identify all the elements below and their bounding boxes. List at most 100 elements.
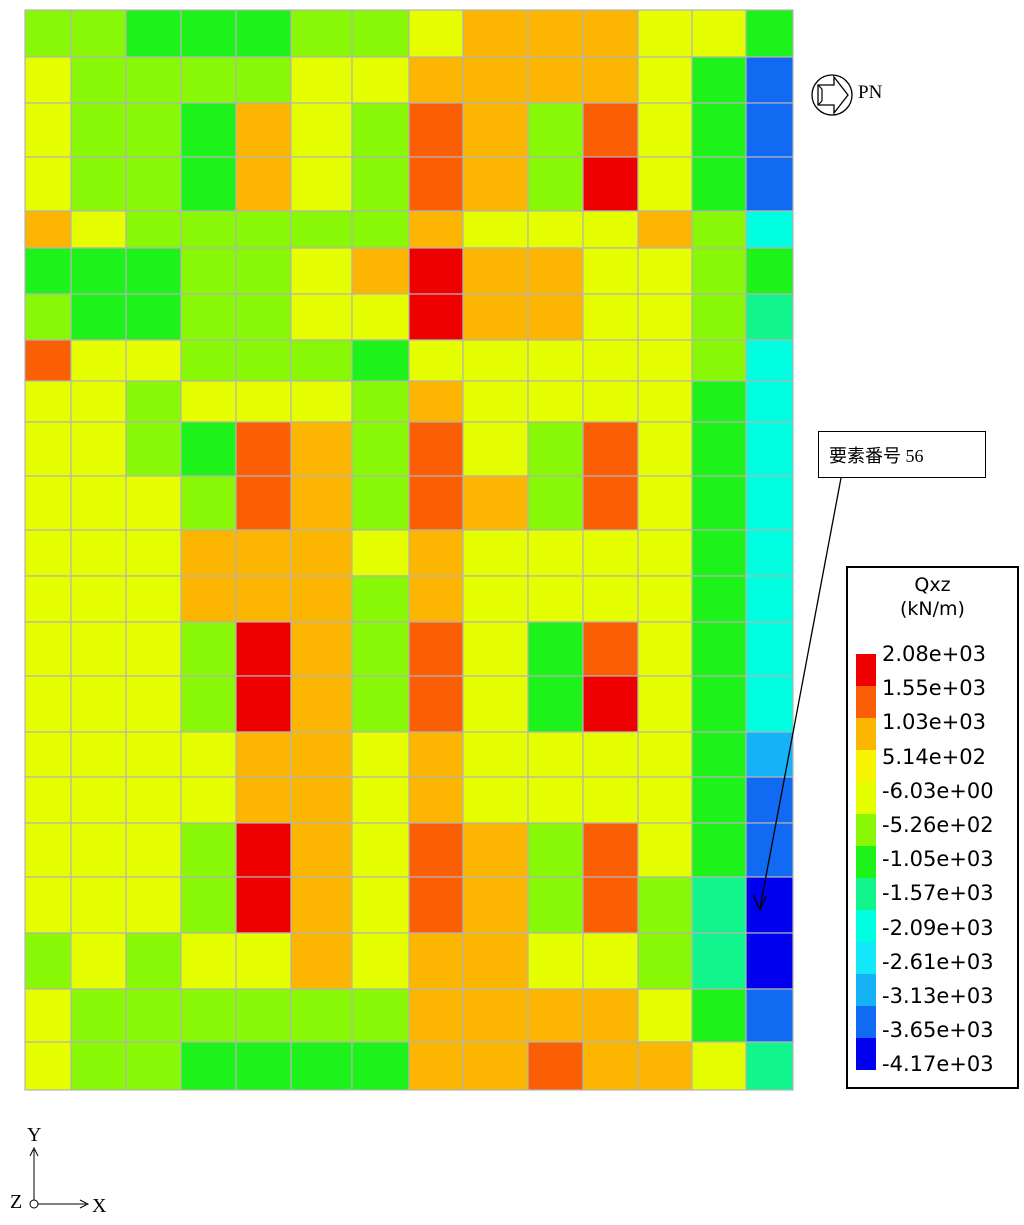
element-cell-r12-c5 (290, 575, 353, 623)
element-cell-r12-c8 (462, 575, 529, 623)
element-cell-r12-c0 (24, 575, 72, 623)
element-cell-r4-c8 (462, 210, 529, 249)
legend-unit: (kN/m) (900, 598, 965, 620)
element-cell-r6-c6 (351, 293, 410, 341)
element-cell-r9-c9 (527, 421, 584, 477)
element-cell-r16-c4 (235, 776, 292, 824)
legend-label-9: -2.61e+03 (882, 949, 994, 974)
legend-swatch-3 (856, 750, 876, 782)
element-cell-r19-c10 (582, 932, 639, 990)
element-cell-r10-c1 (70, 475, 127, 531)
element-cell-r18-c2 (125, 876, 182, 934)
element-cell-r21-c0 (24, 1041, 72, 1091)
element-cell-r1-c9 (527, 56, 584, 104)
element-cell-r8-c11 (637, 380, 693, 423)
element-cell-r6-c5 (290, 293, 353, 341)
element-cell-r11-c6 (351, 529, 410, 577)
element-cell-r16-c5 (290, 776, 353, 824)
element-cell-r0-c8 (462, 9, 529, 58)
element-cell-r12-c4 (235, 575, 292, 623)
element-cell-r14-c2 (125, 675, 182, 733)
element-cell-r2-c9 (527, 102, 584, 158)
element-cell-r11-c0 (24, 529, 72, 577)
element-cell-r12-c7 (408, 575, 464, 623)
element-cell-r8-c1 (70, 380, 127, 423)
element-cell-r14-c12 (691, 675, 747, 733)
element-cell-r14-c8 (462, 675, 529, 733)
element-cell-r7-c10 (582, 339, 639, 382)
element-cell-r20-c10 (582, 988, 639, 1043)
legend-swatch-8 (856, 910, 876, 942)
element-cell-r0-c9 (527, 9, 584, 58)
element-cell-r17-c11 (637, 822, 693, 878)
element-cell-r18-c5 (290, 876, 353, 934)
element-cell-r17-c6 (351, 822, 410, 878)
element-callout-box: 要素番号 56 (818, 431, 986, 478)
element-cell-r5-c3 (180, 247, 237, 295)
element-cell-r4-c10 (582, 210, 639, 249)
element-cell-r3-c4 (235, 156, 292, 212)
element-cell-r19-c5 (290, 932, 353, 990)
element-cell-r2-c5 (290, 102, 353, 158)
element-cell-r6-c7 (408, 293, 464, 341)
element-cell-r8-c6 (351, 380, 410, 423)
element-cell-r3-c6 (351, 156, 410, 212)
color-legend: Qxz (kN/m) 2.08e+03 1.55e+03 1.03e+03 5.14e… (846, 566, 1019, 1089)
element-cell-r13-c1 (70, 621, 127, 677)
element-cell-r3-c12 (691, 156, 747, 212)
element-cell-r13-c8 (462, 621, 529, 677)
element-cell-r17-c4 (235, 822, 292, 878)
axis-triad: Y X Z (0, 1120, 150, 1220)
element-cell-r21-c1 (70, 1041, 127, 1091)
element-cell-r14-c7 (408, 675, 464, 733)
element-cell-r4-c5 (290, 210, 353, 249)
element-cell-r16-c13 (745, 776, 794, 824)
element-cell-r4-c9 (527, 210, 584, 249)
element-cell-r2-c3 (180, 102, 237, 158)
north-arrow-label: PN (858, 82, 883, 103)
element-cell-r1-c13 (745, 56, 794, 104)
element-cell-r3-c13 (745, 156, 794, 212)
element-cell-r17-c1 (70, 822, 127, 878)
element-cell-r2-c13 (745, 102, 794, 158)
element-cell-r6-c10 (582, 293, 639, 341)
element-cell-r14-c10 (582, 675, 639, 733)
element-cell-r5-c7 (408, 247, 464, 295)
element-cell-r7-c1 (70, 339, 127, 382)
element-cell-r13-c12 (691, 621, 747, 677)
element-cell-r17-c7 (408, 822, 464, 878)
element-callout-text: 要素番号 56 (829, 445, 924, 466)
element-cell-r1-c0 (24, 56, 72, 104)
element-cell-r19-c7 (408, 932, 464, 990)
legend-label-1: 1.55e+03 (882, 676, 986, 701)
element-cell-r15-c7 (408, 731, 464, 778)
element-cell-r6-c13 (745, 293, 794, 341)
north-arrow (810, 67, 920, 127)
element-cell-r0-c3 (180, 9, 237, 58)
element-cell-r5-c2 (125, 247, 182, 295)
element-cell-r13-c0 (24, 621, 72, 677)
element-cell-r5-c8 (462, 247, 529, 295)
element-cell-r20-c8 (462, 988, 529, 1043)
element-cell-r3-c2 (125, 156, 182, 212)
element-cell-r13-c4 (235, 621, 292, 677)
element-cell-r9-c4 (235, 421, 292, 477)
element-cell-r12-c2 (125, 575, 182, 623)
element-cell-r13-c7 (408, 621, 464, 677)
element-cell-r11-c7 (408, 529, 464, 577)
element-cell-r10-c0 (24, 475, 72, 531)
element-cell-r11-c2 (125, 529, 182, 577)
legend-label-12: -4.17e+03 (882, 1052, 994, 1077)
element-cell-r13-c2 (125, 621, 182, 677)
element-cell-r13-c10 (582, 621, 639, 677)
north-arrow-icon (811, 74, 853, 116)
element-cell-r21-c3 (180, 1041, 237, 1091)
element-cell-r9-c11 (637, 421, 693, 477)
element-cell-r15-c0 (24, 731, 72, 778)
element-cell-r20-c11 (637, 988, 693, 1043)
element-cell-r10-c12 (691, 475, 747, 531)
element-cell-r6-c9 (527, 293, 584, 341)
element-cell-r1-c5 (290, 56, 353, 104)
element-cell-r5-c1 (70, 247, 127, 295)
element-cell-r18-c4 (235, 876, 292, 934)
